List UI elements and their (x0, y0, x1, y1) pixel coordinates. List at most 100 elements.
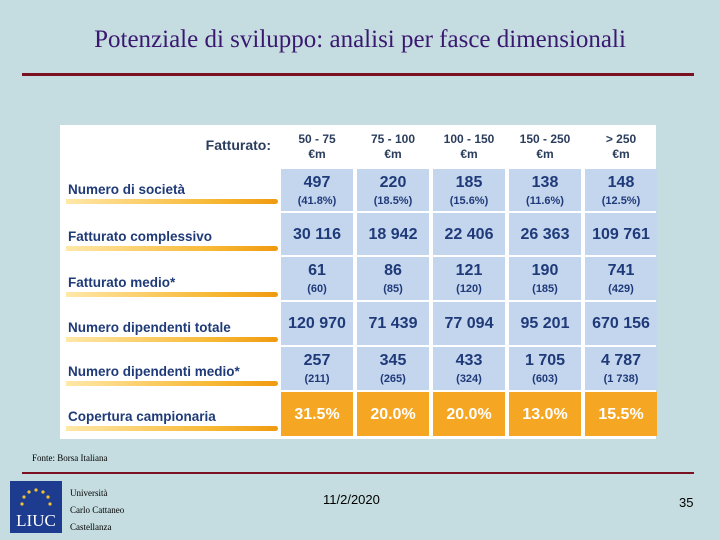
cell-value: 190 (531, 262, 559, 279)
column-header: 50 - 75 €m (281, 127, 353, 167)
table-cell: 30 116 (281, 213, 353, 255)
cell-subvalue: (429) (608, 283, 634, 295)
university-line: Castellanza (70, 522, 112, 532)
cell-value: 95 201 (520, 315, 570, 332)
row-label-text: Copertura campionaria (68, 409, 216, 424)
cell-value: 77 094 (444, 315, 494, 332)
table-cell: 4 787 (1 738) (585, 347, 657, 390)
cell-subvalue: (11.6%) (526, 194, 564, 207)
row-label-underline (66, 199, 278, 204)
header-label: Fatturato: (205, 137, 271, 153)
cell-value: 670 156 (592, 315, 650, 332)
column-header-range: 150 - 250 (519, 132, 571, 146)
column-header-range: > 250 (605, 132, 637, 146)
cell-subvalue: (60) (307, 283, 327, 295)
slide-date: 11/2/2020 (323, 492, 380, 507)
table-cell: 138 (11.6%) (509, 169, 581, 211)
cell-value: 13.0% (522, 405, 568, 423)
cell-value: 61 (308, 262, 326, 279)
table-cell: 31.5% (281, 392, 353, 436)
cell-value: 20.0% (446, 405, 492, 423)
liuc-logo: LIUC (10, 481, 62, 533)
table-cell: 95 201 (509, 302, 581, 345)
column-header-range: 100 - 150 (443, 132, 495, 146)
column-header: 150 - 250 €m (509, 127, 581, 167)
row-label-text: Numero dipendenti medio* (68, 364, 240, 379)
cell-value: 120 970 (288, 315, 346, 332)
cell-subvalue: (265) (380, 373, 406, 385)
table-cell: 1 705 (603) (509, 347, 581, 390)
row-label: Numero dipendenti medio* (66, 364, 280, 386)
cell-value: 15.5% (598, 405, 644, 423)
table-cell: 185 (15.6%) (433, 169, 505, 211)
data-table: Fatturato: Numero di società Fatturato co… (60, 125, 657, 439)
cell-subvalue: (41.8%) (297, 194, 337, 207)
table-cell: 190 (185) (509, 257, 581, 300)
cell-value: 121 (455, 262, 483, 279)
column-header: > 250 €m (585, 127, 657, 167)
row-label: Copertura campionaria (66, 409, 280, 431)
source-note: Fonte: Borsa Italiana (32, 453, 108, 463)
row-label: Fatturato medio* (66, 275, 280, 297)
cell-subvalue: (120) (456, 283, 482, 295)
cell-value: 109 761 (592, 225, 650, 243)
column-header-unit: €m (384, 147, 402, 161)
cell-value: 31.5% (294, 405, 340, 423)
column-header: 75 - 100 €m (357, 127, 429, 167)
university-name: Università Carlo Cattaneo Castellanza (70, 485, 124, 536)
university-line: Università (70, 488, 108, 498)
cell-subvalue: (85) (383, 283, 403, 295)
column-header-unit: €m (460, 147, 478, 161)
table-cell: 26 363 (509, 213, 581, 255)
cell-subvalue: (324) (456, 373, 482, 385)
slide-title: Potenziale di sviluppo: analisi per fasc… (94, 26, 626, 53)
column-header: 100 - 150 €m (433, 127, 505, 167)
column-header-unit: €m (612, 147, 630, 161)
table-cell: 148 (12.5%) (585, 169, 657, 211)
column-header-unit: €m (308, 147, 326, 161)
logo-text: LIUC (16, 511, 56, 530)
cell-value: 345 (379, 352, 407, 369)
cell-value: 18 942 (368, 225, 418, 243)
cell-value: 26 363 (520, 225, 570, 243)
cell-value: 30 116 (292, 225, 342, 243)
cell-value: 71 439 (368, 315, 418, 332)
column-header-range: 75 - 100 (370, 132, 416, 146)
cell-subvalue: (15.6%) (449, 194, 489, 207)
row-label: Numero dipendenti totale (66, 320, 280, 342)
cell-value: 148 (607, 173, 635, 191)
row-label: Numero di società (66, 182, 280, 204)
row-label: Fatturato complessivo (66, 229, 280, 251)
table-cell: 20.0% (433, 392, 505, 436)
column-header-unit: €m (536, 147, 554, 161)
row-label-underline (66, 292, 278, 297)
table-cell: 13.0% (509, 392, 581, 436)
cell-value: 185 (455, 173, 483, 191)
title-divider (22, 73, 694, 76)
table-cell: 670 156 (585, 302, 657, 345)
row-label-text: Numero dipendenti totale (68, 320, 231, 335)
table-cell: 15.5% (585, 392, 657, 436)
table-cell: 71 439 (357, 302, 429, 345)
cell-value: 497 (303, 173, 331, 191)
table-cell: 18 942 (357, 213, 429, 255)
cell-value: 138 (531, 173, 559, 191)
cell-value: 257 (303, 352, 331, 369)
row-labels: Fatturato: Numero di società Fatturato co… (60, 125, 281, 439)
cell-value: 86 (384, 262, 402, 279)
cell-subvalue: (211) (304, 373, 330, 385)
column-header-range: 50 - 75 (298, 132, 336, 146)
footer-divider (22, 472, 694, 474)
table-cell: 22 406 (433, 213, 505, 255)
page-number: 35 (679, 495, 694, 510)
row-label-text: Fatturato complessivo (68, 229, 213, 244)
cell-subvalue: (185) (532, 283, 558, 295)
row-label-text: Numero di società (68, 182, 186, 197)
row-label-text: Fatturato medio* (68, 275, 176, 290)
cell-value: 433 (455, 352, 483, 369)
table-cell: 121 (120) (433, 257, 505, 300)
table-cell: 497 (41.8%) (281, 169, 353, 211)
row-label-underline (66, 246, 278, 251)
cell-value: 4 787 (600, 352, 642, 369)
cell-value: 20.0% (370, 405, 416, 423)
